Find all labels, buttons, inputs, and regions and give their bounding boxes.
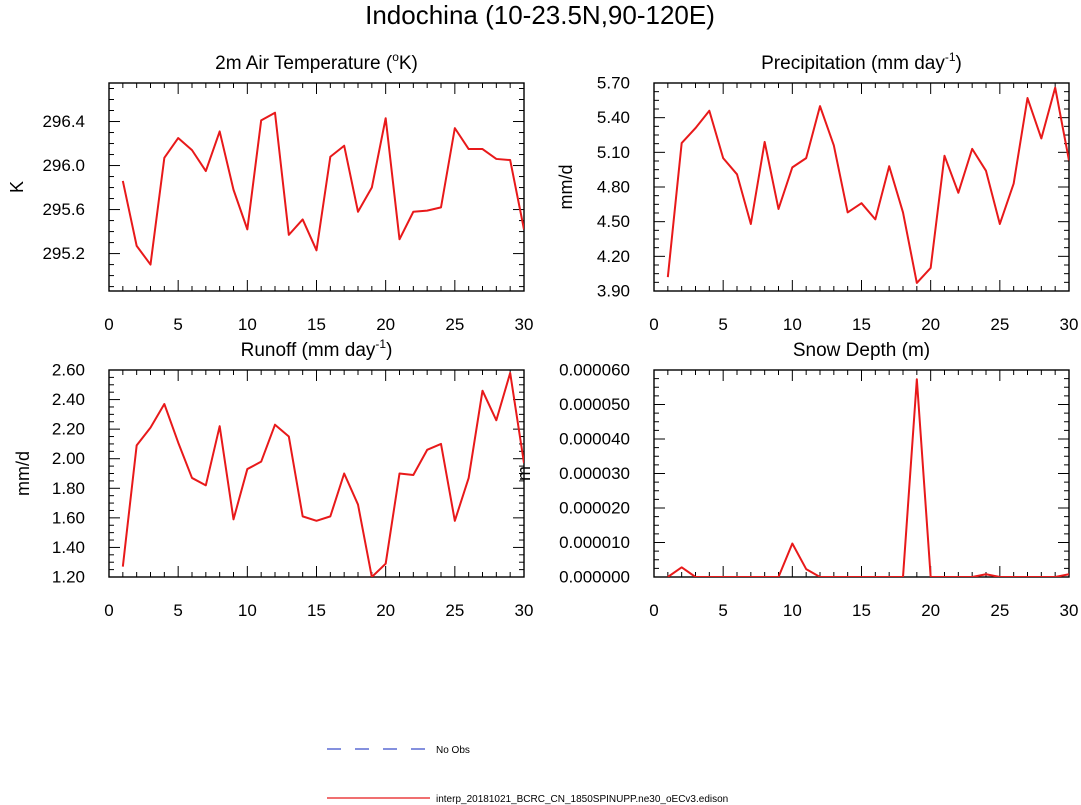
x-tick-label: 20 bbox=[376, 315, 395, 334]
legend-label-model: interp_20181021_BCRC_CN_1850SPINUPP.ne30… bbox=[436, 794, 728, 805]
x-tick-label: 30 bbox=[1060, 315, 1079, 334]
y-tick-label: 0.000050 bbox=[559, 395, 630, 414]
y-axis-label: mm/d bbox=[556, 165, 576, 210]
y-tick-label: 0.000000 bbox=[559, 568, 630, 587]
x-tick-label: 20 bbox=[921, 601, 940, 620]
x-tick-label: 5 bbox=[173, 315, 182, 334]
legend-label-no-obs: No Obs bbox=[436, 745, 470, 756]
plot-frame bbox=[653, 369, 1070, 578]
figure-title: Indochina (10-23.5N,90-120E) bbox=[365, 0, 715, 30]
panel-title-superscript: -1 bbox=[375, 337, 386, 351]
x-tick-label: 25 bbox=[445, 315, 464, 334]
y-tick-label: 5.40 bbox=[597, 108, 630, 127]
x-tick-label: 15 bbox=[307, 601, 326, 620]
x-tick-label: 10 bbox=[783, 601, 802, 620]
panels-group: 2m Air Temperature (oK) K 0 5 10 15 20 25 30 295.… bbox=[7, 50, 1078, 620]
panel-title-superscript: o bbox=[392, 50, 399, 64]
x-tick-label: 25 bbox=[445, 601, 464, 620]
x-tick-label: 20 bbox=[376, 601, 395, 620]
x-tick-label: 0 bbox=[649, 601, 658, 620]
x-tick-label: 25 bbox=[990, 315, 1009, 334]
y-tick-label: 4.50 bbox=[597, 212, 630, 231]
series-line-1 bbox=[121, 371, 524, 577]
y-tick-label: 1.20 bbox=[52, 568, 85, 587]
panel-title-text-end: ) bbox=[956, 53, 962, 74]
x-tick-label: 30 bbox=[515, 315, 534, 334]
panel-3: Runoff (mm day-1) mm/d 0 5 10 15 20 25 30 1.20 1.4… bbox=[13, 337, 533, 620]
y-tick-label: 5.70 bbox=[597, 74, 630, 93]
y-axis-label: m bbox=[514, 466, 534, 481]
series-line-1 bbox=[667, 378, 1069, 577]
x-tick-label: 10 bbox=[783, 315, 802, 334]
x-tick-label: 5 bbox=[718, 601, 727, 620]
x-tick-label: 0 bbox=[649, 315, 658, 334]
y-tick-label: 295.2 bbox=[42, 244, 85, 263]
plot-frame bbox=[108, 82, 525, 292]
y-tick-label: 4.80 bbox=[597, 178, 630, 197]
x-tick-label: 15 bbox=[852, 601, 871, 620]
y-tick-label: 3.90 bbox=[597, 282, 630, 301]
y-tick-label: 4.20 bbox=[597, 247, 630, 266]
x-tick-label: 0 bbox=[104, 315, 113, 334]
x-tick-label: 15 bbox=[852, 315, 871, 334]
y-tick-label: 1.80 bbox=[52, 479, 85, 498]
x-tick-label: 30 bbox=[1060, 601, 1079, 620]
x-tick-label: 30 bbox=[515, 601, 534, 620]
x-tick-label: 5 bbox=[718, 315, 727, 334]
plot-frame bbox=[653, 82, 1070, 292]
y-tick-label: 1.40 bbox=[52, 538, 85, 557]
x-tick-label: 25 bbox=[990, 601, 1009, 620]
panel-4: Snow Depth (m) m 0 5 10 15 20 25 30 0.000000 0.000… bbox=[514, 340, 1078, 620]
panel-title-text-end: K) bbox=[399, 53, 418, 74]
panel-title-superscript: -1 bbox=[945, 50, 956, 64]
y-tick-label: 0.000020 bbox=[559, 499, 630, 518]
x-tick-label: 10 bbox=[238, 601, 257, 620]
plot-frame bbox=[108, 369, 525, 578]
x-tick-label: 5 bbox=[173, 601, 182, 620]
panel-title-text: Precipitation (mm day bbox=[761, 53, 945, 74]
panel-title-text: 2m Air Temperature ( bbox=[215, 53, 393, 74]
x-tick-label: 20 bbox=[921, 315, 940, 334]
y-axis-label: mm/d bbox=[13, 451, 33, 496]
y-tick-label: 0.000040 bbox=[559, 430, 630, 449]
y-tick-label: 2.60 bbox=[52, 361, 85, 380]
panel-title: Snow Depth (m) bbox=[793, 340, 930, 361]
panel-title-text: Snow Depth (m) bbox=[793, 340, 930, 361]
x-tick-label: 0 bbox=[104, 601, 113, 620]
x-tick-label: 10 bbox=[238, 315, 257, 334]
legend-entry-no-obs: No Obs bbox=[327, 745, 470, 756]
panel-title: Precipitation (mm day-1) bbox=[761, 50, 962, 74]
panel-2: Precipitation (mm day-1) mm/d 0 5 10 15 20 25 30… bbox=[556, 50, 1078, 334]
y-tick-label: 2.00 bbox=[52, 449, 85, 468]
panel-title: 2m Air Temperature (oK) bbox=[215, 50, 418, 74]
panel-1: 2m Air Temperature (oK) K 0 5 10 15 20 25 30 295.… bbox=[7, 50, 533, 334]
y-tick-label: 296.4 bbox=[42, 112, 85, 131]
series-line-1 bbox=[121, 111, 524, 266]
y-tick-label: 296.0 bbox=[42, 156, 85, 175]
y-tick-label: 0.000010 bbox=[559, 533, 630, 552]
legend-entry-model: interp_20181021_BCRC_CN_1850SPINUPP.ne30… bbox=[327, 794, 728, 805]
x-tick-label: 15 bbox=[307, 315, 326, 334]
y-tick-label: 0.000060 bbox=[559, 361, 630, 380]
y-tick-label: 295.6 bbox=[42, 200, 85, 219]
panel-title-text: Runoff (mm day bbox=[241, 340, 376, 361]
series-line-1 bbox=[666, 86, 1069, 284]
y-tick-label: 2.20 bbox=[52, 420, 85, 439]
legend: No Obs interp_20181021_BCRC_CN_1850SPINU… bbox=[327, 745, 728, 805]
y-tick-label: 0.000030 bbox=[559, 464, 630, 483]
y-tick-label: 1.60 bbox=[52, 508, 85, 527]
panel-title: Runoff (mm day-1) bbox=[241, 337, 393, 361]
y-tick-label: 5.10 bbox=[597, 143, 630, 162]
y-tick-label: 2.40 bbox=[52, 390, 85, 409]
y-axis-label: K bbox=[7, 181, 27, 193]
panel-title-text-end: ) bbox=[386, 340, 392, 361]
